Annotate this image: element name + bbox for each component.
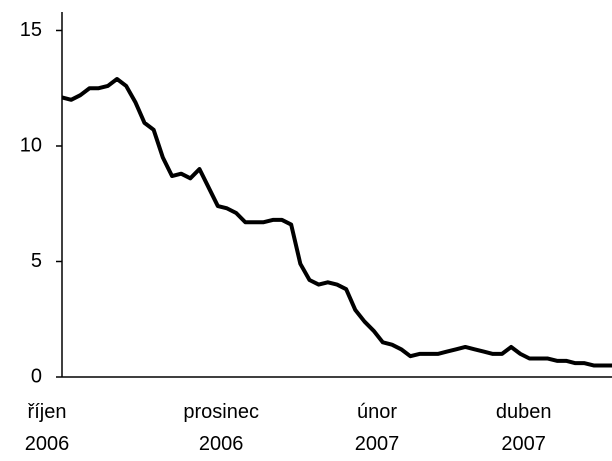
y-tick-label: 10 bbox=[20, 134, 42, 156]
x-tick-label: říjen 2006 bbox=[24, 401, 70, 455]
x-tick-label: duben 2007 bbox=[495, 401, 552, 455]
y-tick-label: 15 bbox=[20, 19, 42, 41]
x-tick-label: prosinec 2006 bbox=[183, 401, 259, 455]
y-tick-label: 0 bbox=[31, 365, 42, 387]
y-tick-label: 5 bbox=[31, 250, 42, 272]
x-tick-label: únor 2007 bbox=[354, 401, 400, 455]
line-series bbox=[61, 76, 612, 368]
